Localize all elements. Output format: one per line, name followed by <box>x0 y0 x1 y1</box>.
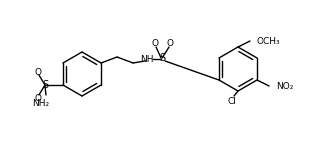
Text: NH₂: NH₂ <box>33 98 50 107</box>
Text: NO₂: NO₂ <box>276 81 293 91</box>
Text: O: O <box>152 39 158 47</box>
Text: O: O <box>34 67 42 76</box>
Text: S: S <box>159 53 165 63</box>
Text: Cl: Cl <box>228 96 236 106</box>
Text: O: O <box>34 93 42 102</box>
Text: S: S <box>42 80 48 90</box>
Text: OCH₃: OCH₃ <box>257 36 281 46</box>
Text: O: O <box>166 39 174 47</box>
Text: NH: NH <box>140 55 154 64</box>
